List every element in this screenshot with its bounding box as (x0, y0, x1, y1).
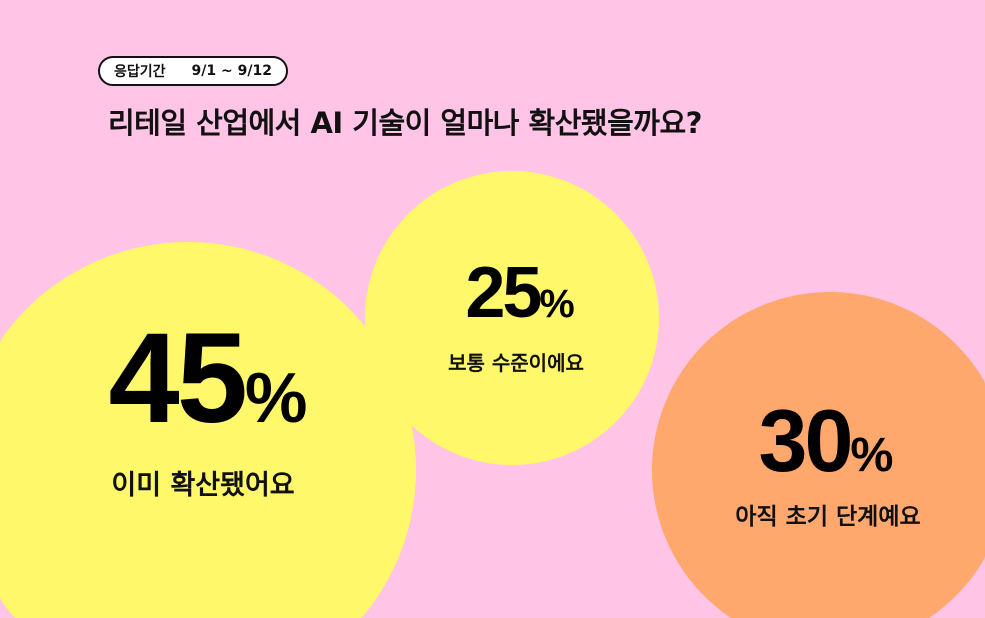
category-label-2: 아직 초기 단계예요 (735, 504, 921, 530)
category-label-1: 보통 수준이에요 (448, 351, 584, 375)
period-label: 응답기간 (114, 64, 166, 80)
category-label-0: 이미 확산됐어요 (111, 470, 295, 501)
value-label-1: 25% (465, 253, 575, 333)
value-label-0: 45% (108, 307, 308, 450)
bubble-2 (652, 292, 985, 618)
bubble-0 (0, 242, 416, 618)
value-label-2: 30% (758, 391, 894, 490)
period-value: 9/1 ~ 9/12 (191, 63, 272, 79)
response-period-badge: 응답기간 9/1 ~ 9/12 (98, 56, 288, 86)
page-title: 리테일 산업에서 AI 기술이 얼마나 확산됐을까요? (108, 106, 702, 140)
bubble-1 (365, 171, 659, 465)
